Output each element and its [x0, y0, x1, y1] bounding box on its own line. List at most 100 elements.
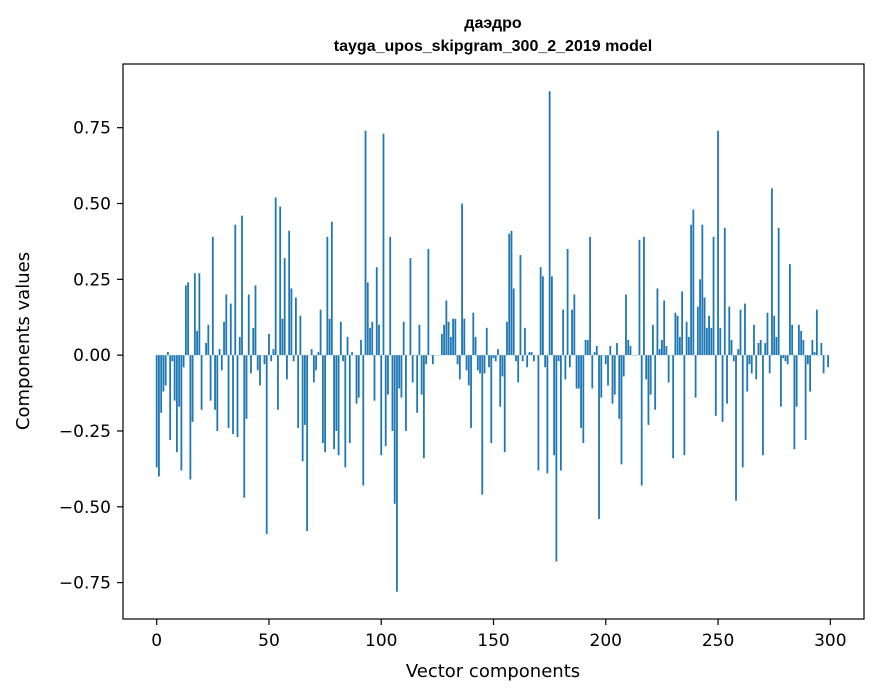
bar: [591, 355, 594, 389]
bar: [303, 355, 306, 425]
bar: [813, 352, 816, 356]
bar: [198, 273, 201, 356]
bar: [465, 355, 468, 371]
bar: [521, 355, 524, 362]
bar: [582, 355, 585, 444]
bar: [167, 352, 169, 356]
x-tick-label: 300: [814, 631, 846, 651]
bar: [243, 355, 246, 498]
bar: [155, 355, 158, 468]
bar: [645, 355, 648, 380]
x-axis: 0 50 100 150 200 250 300: [151, 619, 847, 651]
bar: [209, 355, 212, 401]
y-tick-label: 0.50: [73, 195, 111, 215]
bar: [667, 355, 670, 383]
bar: [315, 355, 318, 371]
y-axis: −0.75 −0.50 −0.25 0.00 0.25 0.50 0.75: [59, 119, 123, 594]
bar: [220, 355, 223, 371]
bar: [339, 321, 342, 356]
bar: [580, 355, 582, 428]
bar: [685, 321, 688, 356]
y-axis-label: Components values: [13, 252, 34, 430]
bar: [508, 233, 511, 356]
bar: [488, 355, 490, 368]
bar: [643, 236, 645, 356]
bar: [342, 355, 344, 362]
bar: [351, 352, 353, 356]
bar: [616, 343, 618, 356]
bar: [373, 355, 376, 401]
bar: [820, 343, 823, 356]
bar: [768, 355, 771, 374]
bar: [378, 324, 380, 356]
bar: [409, 258, 412, 356]
bar: [180, 355, 183, 471]
bar: [804, 355, 807, 441]
bar: [193, 273, 196, 356]
bar: [723, 227, 726, 356]
bar: [189, 355, 192, 480]
chart-title: даэдро: [464, 15, 522, 32]
bar: [472, 312, 475, 356]
bar: [225, 294, 228, 356]
bar: [454, 318, 457, 356]
bar: [728, 306, 731, 356]
bar: [600, 355, 603, 398]
bar: [384, 355, 387, 447]
bar: [517, 355, 520, 383]
bar: [638, 239, 641, 356]
bar: [714, 355, 717, 416]
bar: [627, 339, 630, 356]
bar: [566, 249, 569, 356]
bar: [272, 349, 275, 356]
bar: [800, 330, 803, 356]
bar: [393, 355, 396, 504]
bar: [187, 282, 190, 356]
bar: [214, 355, 216, 410]
bar: [557, 355, 560, 362]
bar: [319, 309, 322, 356]
bar: [452, 318, 454, 356]
bar: [335, 355, 338, 431]
bar: [346, 336, 349, 356]
bar: [326, 236, 329, 356]
bar: [533, 355, 535, 362]
bar: [234, 224, 237, 356]
bar: [355, 355, 358, 404]
bar: [387, 355, 389, 395]
bar: [564, 355, 567, 380]
bar: [321, 355, 324, 444]
bar: [268, 333, 270, 356]
bar: [575, 355, 578, 389]
bar: [780, 355, 782, 407]
bar: [380, 355, 383, 456]
bar: [416, 355, 419, 413]
bar: [306, 355, 309, 532]
chart-subtitle: tayga_upos_skipgram_300_2_2019 model: [334, 38, 652, 55]
bar: [191, 355, 194, 422]
bar: [252, 327, 255, 356]
bar: [279, 206, 282, 356]
bar: [283, 258, 286, 356]
bar: [762, 355, 764, 456]
bar: [402, 321, 405, 356]
bar: [586, 339, 589, 356]
bar: [382, 133, 385, 356]
bar: [795, 355, 798, 407]
bar: [431, 355, 434, 365]
bar: [241, 215, 243, 356]
bar: [753, 324, 755, 356]
bar: [732, 355, 735, 362]
bar: [449, 336, 452, 356]
bar: [519, 255, 522, 356]
bar: [422, 355, 425, 459]
bar: [238, 336, 241, 356]
bars-group: [155, 91, 829, 592]
bar: [229, 303, 232, 356]
bar: [744, 303, 746, 356]
bar: [362, 355, 365, 486]
bar: [510, 230, 513, 356]
bar: [398, 355, 401, 389]
bar: [348, 355, 351, 444]
bar: [492, 355, 495, 359]
